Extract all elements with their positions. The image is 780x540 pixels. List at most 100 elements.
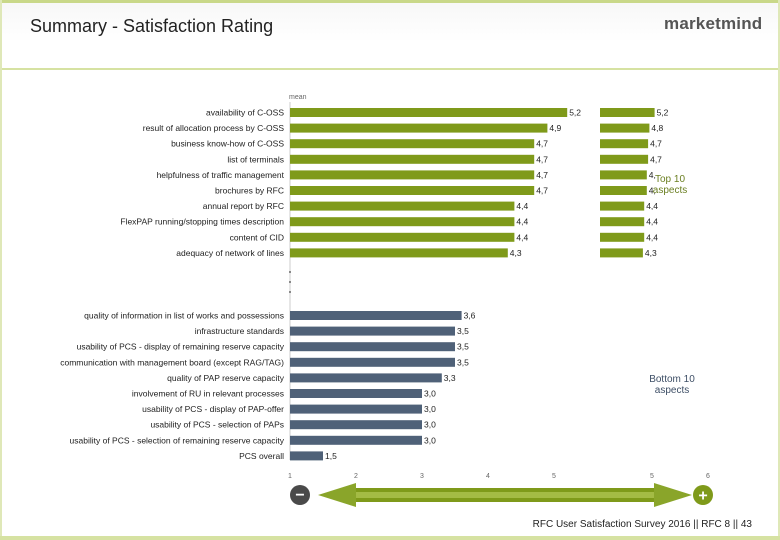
bar-bottom [290,420,422,430]
bar-value-label: 3,6 [464,311,476,321]
plus-icon [693,485,713,505]
x-tick-label: 5 [552,473,556,480]
bar-label: result of allocation process by C-OSS [143,123,285,133]
bar-label: usability of PCS - display of remaining … [77,342,285,352]
compare-value-label: 4,7 [650,154,662,164]
bar-value-label: 4,3 [510,248,522,258]
scale-arrow-highlight [356,492,654,498]
bar-top [290,201,515,211]
header-top-rule [0,0,780,3]
bar-value-label: 3,5 [457,342,469,352]
bar-label: availability of C-OSS [206,108,284,118]
bar-value-label: 3,3 [444,373,456,383]
bar-bottom [290,311,462,320]
bar-label: quality of information in list of works … [84,311,284,321]
bar-value-label: 4,4 [516,217,528,227]
compare-value-label: 4,4 [646,217,658,227]
bar-value-label: 3,5 [457,326,469,336]
compare-bar [600,201,645,211]
compare-bar [600,123,650,133]
bar-value-label: 4,4 [516,201,528,211]
bar-label: content of CID [230,232,284,242]
header-band [0,0,780,70]
compare-bar [600,108,655,117]
bar-label: brochures by RFC [215,186,284,196]
bar-bottom [290,404,422,414]
bar-value-label: 4,7 [536,139,548,149]
left-border [0,0,2,540]
page-title: Summary - Satisfaction Rating [30,16,274,36]
compare-value-label: 4,7 [650,139,662,149]
top-note-line1: Top 10 [655,174,685,185]
bar-top [290,232,515,242]
brand-logo: marketmind [664,14,763,33]
bar-value-label: 4,9 [549,123,561,133]
bar-label: involvement of RU in relevant processes [132,389,284,399]
compare-value-label: 4,8 [651,123,663,133]
compare-bar [600,170,647,180]
minus-symbol: − [295,487,304,504]
right-border [778,0,780,540]
x-tick-label: 2 [354,473,358,480]
bar-value-label: 3,0 [424,420,436,430]
x-tick-label: 4 [486,473,490,480]
bar-label: adequacy of network of lines [176,248,284,258]
bar-bottom [290,389,422,398]
compare-value-label: 4, [649,170,656,180]
compare-bar [600,232,645,242]
bar-top [290,217,515,227]
compare-bar [600,248,643,258]
bar-label: quality of PAP reserve capacity [167,373,285,383]
compare-bar [600,217,645,227]
bar-label: usability of PCS - display of PAP-offer [142,404,284,414]
compare-value-label: 4,3 [645,248,657,258]
bar-value-label: 4,4 [516,232,528,242]
series-header: mean [289,94,307,101]
bar-top [290,108,568,117]
compare-value-label: 5,2 [657,108,669,118]
compare-value-label: 4, [649,186,656,196]
bar-bottom [290,342,455,352]
separator-dot [289,291,291,293]
bar-value-label: 3,0 [424,435,436,445]
bar-value-label: 1,5 [325,451,337,461]
bar-top [290,123,548,133]
bar-label: business know-how of C-OSS [171,139,284,149]
compare-value-label: 4,4 [646,232,658,242]
bar-top [290,154,535,164]
bar-top [290,139,535,149]
bar-label: annual report by RFC [203,201,284,211]
footer-rule [0,536,780,540]
bar-label: infrastructure standards [195,326,284,336]
x-tick-label: 1 [288,473,292,480]
bar-label: PCS overall [239,451,284,461]
bar-top [290,248,508,258]
bar-value-label: 5,2 [569,108,581,118]
bar-label: helpfulness of traffic management [157,170,285,180]
scale-arrow-right-head [654,483,692,507]
bar-bottom [290,357,455,367]
bar-bottom [290,451,323,461]
plus-symbol: + [698,488,707,505]
compare-value-label: 4,4 [646,201,658,211]
bar-label: usability of PCS - selection of remainin… [70,435,285,445]
separator-dot [289,271,291,273]
bottom-note-line1: Bottom 10 [649,374,695,385]
minus-icon [290,485,310,505]
bar-value-label: 4,7 [536,186,548,196]
bar-label: communication with management board (exc… [60,357,284,367]
compare-bar [600,154,649,164]
bar-bottom [290,326,455,336]
x-tick-label: 5 [650,473,654,480]
header-rule [0,68,780,70]
bar-value-label: 3,0 [424,389,436,399]
bar-value-label: 4,7 [536,154,548,164]
x-tick-label: 6 [706,473,710,480]
scale-arrow-left-head [318,483,356,507]
bar-value-label: 3,5 [457,357,469,367]
bar-top [290,186,535,195]
footer-text: RFC User Satisfaction Survey 2016 || RFC… [532,519,752,530]
compare-bar [600,186,647,195]
